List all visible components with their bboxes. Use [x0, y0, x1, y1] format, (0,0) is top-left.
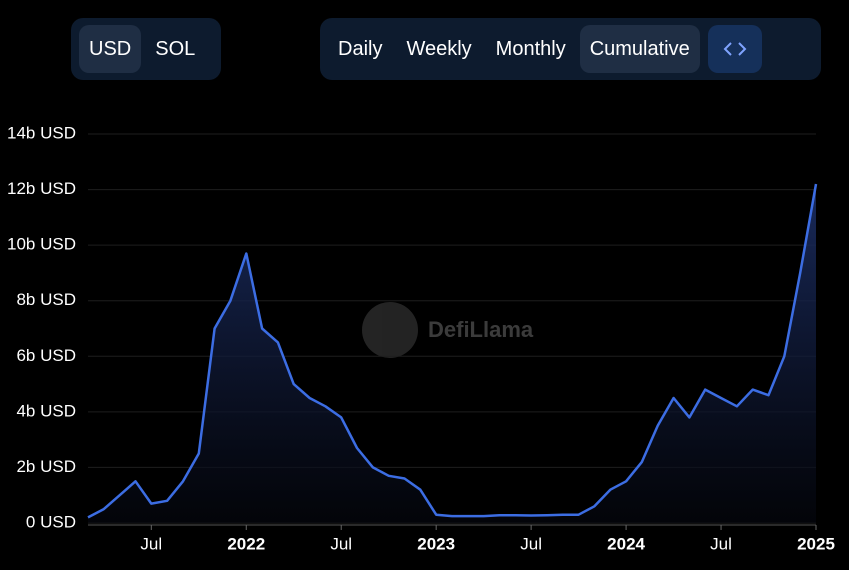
- area-fill: [88, 184, 816, 523]
- period-button[interactable]: Monthly: [495, 38, 566, 60]
- y-tick-label: 2b USD: [16, 457, 76, 476]
- y-tick-label: 8b USD: [16, 290, 76, 309]
- period-toggle: Daily Weekly Monthly Cumulative: [320, 18, 821, 80]
- period-button[interactable]: Cumulative: [579, 25, 700, 73]
- x-tick-label: 2024: [607, 534, 645, 553]
- period-button[interactable]: Daily: [338, 38, 383, 60]
- y-tick-label: 0 USD: [26, 512, 76, 531]
- x-tick-label: Jul: [140, 534, 162, 553]
- line: [87, 183, 818, 519]
- watermark: DefiLlama: [362, 302, 534, 358]
- x-tick-label: 2022: [227, 534, 265, 553]
- y-tick-label: 12b USD: [7, 179, 76, 198]
- x-tick-label: 2023: [417, 534, 455, 553]
- embed-button[interactable]: [707, 25, 762, 73]
- period-button[interactable]: Weekly: [406, 38, 472, 60]
- y-tick-label: 4b USD: [16, 401, 76, 420]
- currency-button[interactable]: USD: [79, 25, 142, 73]
- x-tick-label: 2025: [797, 534, 835, 553]
- x-tick-label: Jul: [520, 534, 542, 553]
- watermark-text: DefiLlama: [428, 317, 534, 342]
- y-tick-label: 10b USD: [7, 235, 76, 254]
- embed-icon: [723, 42, 747, 56]
- currency-button[interactable]: SOL: [155, 38, 196, 60]
- currency-toggle: USD SOL: [71, 18, 221, 80]
- x-tick-label: Jul: [330, 534, 352, 553]
- y-tick-label: 6b USD: [16, 346, 76, 365]
- x-tick-label: Jul: [710, 534, 732, 553]
- y-tick-label: 14b USD: [7, 123, 76, 142]
